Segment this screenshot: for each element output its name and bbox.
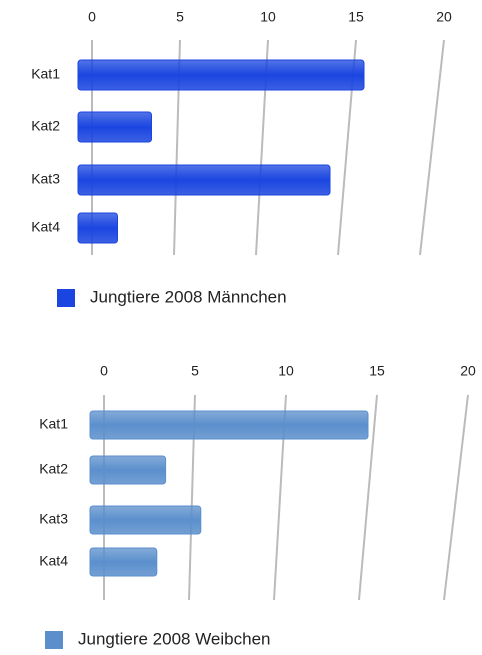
x-tick-label: 0 <box>88 9 96 25</box>
y-tick-label: Kat2 <box>31 118 60 134</box>
x-tick-label: 5 <box>176 9 184 25</box>
x-tick-label: 15 <box>348 9 364 25</box>
bar <box>89 455 167 485</box>
x-tick-label: 15 <box>369 363 385 379</box>
bar <box>77 111 152 143</box>
bar <box>89 505 202 535</box>
chart: 0 5 10 15 20 Kat1 Kat2 Kat3 Kat4 Jungtiere 2008 W… <box>39 363 476 649</box>
x-tick-label: 0 <box>100 363 108 379</box>
y-tick-label: Kat2 <box>39 461 68 477</box>
y-tick-label: Kat3 <box>39 511 68 527</box>
grid-line <box>443 394 469 601</box>
bar <box>77 164 331 196</box>
legend-label: Jungtiere 2008 Weibchen <box>78 629 271 648</box>
x-tick-label: 20 <box>460 363 476 379</box>
chart: 0 5 10 15 20 Kat1 Kat2 Kat3 Kat4 Jungtiere 2008 M… <box>31 9 452 307</box>
legend-swatch <box>45 631 63 649</box>
y-tick-label: Kat1 <box>31 66 60 82</box>
grid-line <box>358 394 378 601</box>
grid-line <box>419 39 445 256</box>
x-tick-label: 10 <box>260 9 276 25</box>
x-tick-label: 10 <box>278 363 294 379</box>
x-tick-label: 20 <box>436 9 452 25</box>
bar <box>89 547 158 577</box>
bar <box>89 410 369 440</box>
bar <box>77 212 118 244</box>
y-tick-label: Kat1 <box>39 416 68 432</box>
y-tick-label: Kat4 <box>31 219 60 235</box>
y-tick-label: Kat4 <box>39 553 68 569</box>
bar <box>77 59 365 91</box>
legend-swatch <box>57 289 75 307</box>
y-tick-label: Kat3 <box>31 171 60 187</box>
x-tick-label: 5 <box>191 363 199 379</box>
legend-label: Jungtiere 2008 Männchen <box>90 287 287 306</box>
